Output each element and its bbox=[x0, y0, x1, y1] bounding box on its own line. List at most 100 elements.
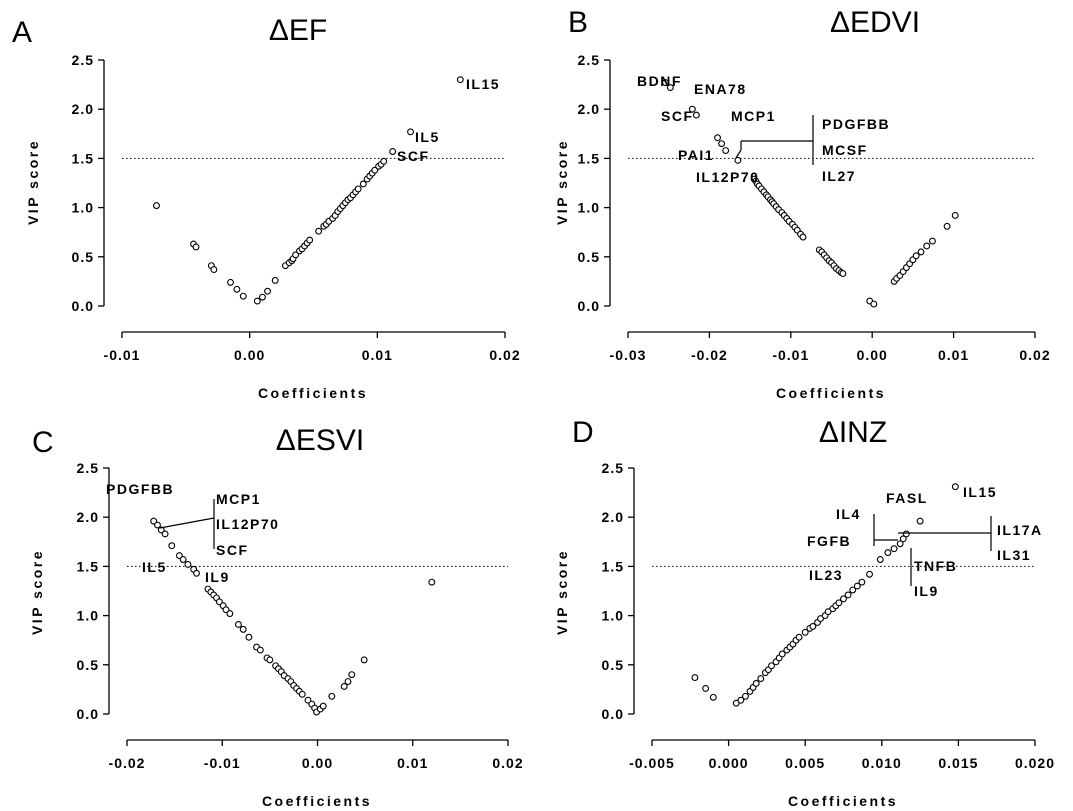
point-label: PDGFBB bbox=[106, 481, 174, 497]
data-point bbox=[360, 656, 368, 664]
panel-letter: D bbox=[572, 416, 594, 449]
data-point bbox=[853, 582, 861, 590]
point-label: ENA78 bbox=[694, 81, 747, 97]
y-tick-label: 1.0 bbox=[602, 608, 624, 624]
y-tick-label: 1.5 bbox=[72, 150, 94, 166]
data-point bbox=[348, 671, 356, 679]
y-tick-label: 1.0 bbox=[578, 200, 600, 216]
y-tick-label: 0.5 bbox=[602, 657, 624, 673]
data-point bbox=[916, 517, 924, 525]
data-point bbox=[354, 185, 362, 193]
data-point bbox=[239, 625, 247, 633]
data-point bbox=[951, 483, 959, 491]
data-point bbox=[168, 542, 176, 550]
x-tick-label: -0.02 bbox=[691, 347, 728, 363]
data-point bbox=[380, 157, 388, 165]
data-point bbox=[210, 266, 218, 274]
y-tick-label: 1.5 bbox=[578, 150, 600, 166]
point-label: SCF bbox=[397, 148, 430, 164]
panel-letter: A bbox=[12, 16, 32, 49]
data-point bbox=[253, 297, 261, 305]
x-tick-label: -0.01 bbox=[772, 347, 809, 363]
data-point bbox=[928, 237, 936, 245]
x-tick-label: 0.005 bbox=[785, 755, 825, 771]
y-tick-label: 2.5 bbox=[578, 52, 600, 68]
data-point bbox=[768, 662, 775, 670]
y-tick-label: 1.0 bbox=[72, 200, 94, 216]
x-tick-label: 0.00 bbox=[234, 347, 265, 363]
data-point bbox=[722, 147, 730, 154]
y-tick-label: 0.0 bbox=[578, 298, 600, 314]
data-point bbox=[306, 236, 314, 244]
data-point bbox=[264, 287, 271, 295]
data-point bbox=[866, 570, 873, 578]
data-point bbox=[917, 248, 925, 256]
x-tick-label: -0.005 bbox=[629, 755, 675, 771]
data-point bbox=[298, 690, 306, 698]
point-label: FASL bbox=[886, 490, 928, 506]
data-point bbox=[179, 556, 187, 563]
x-tick-label: 0.02 bbox=[1019, 347, 1050, 363]
data-point bbox=[666, 84, 674, 92]
data-point bbox=[271, 276, 279, 284]
x-tick-label: 0.00 bbox=[302, 755, 333, 771]
data-point bbox=[256, 646, 264, 654]
data-point bbox=[840, 595, 847, 603]
data-point bbox=[718, 140, 726, 148]
data-point bbox=[239, 292, 247, 300]
panel-letter: C bbox=[32, 426, 54, 459]
data-point bbox=[709, 693, 717, 701]
data-point bbox=[407, 128, 414, 136]
point-label: PAI1 bbox=[678, 147, 714, 163]
data-point bbox=[884, 549, 892, 557]
x-axis-title: Coefficients bbox=[262, 793, 372, 809]
data-point bbox=[714, 134, 721, 142]
point-label: IL27 bbox=[822, 168, 856, 184]
data-point bbox=[795, 633, 803, 641]
panel-C: C ΔESVI 0.0 0.5 1.0 1.5 2.0 2.5 -0.02 -0.01 0.00 0.… bbox=[29, 424, 523, 809]
data-point bbox=[943, 222, 951, 230]
y-tick-label: 1.5 bbox=[77, 558, 99, 574]
point-label: IL12P70 bbox=[216, 516, 279, 532]
data-point bbox=[153, 202, 160, 210]
panel-letter: B bbox=[568, 6, 588, 39]
panel-title: ΔEF bbox=[269, 14, 327, 47]
leader-line bbox=[735, 149, 742, 159]
data-point bbox=[359, 180, 367, 188]
panel-A: A ΔEF 0.0 0.5 1.0 1.5 2.0 2.5 -0.01 0.00 0.01 0.02 C… bbox=[12, 14, 520, 401]
data-point bbox=[801, 628, 809, 636]
point-label: IL23 bbox=[809, 567, 843, 583]
data-point bbox=[757, 675, 765, 683]
x-tick-label: -0.01 bbox=[104, 347, 141, 363]
data-point bbox=[315, 227, 323, 235]
point-label: PDGFBB bbox=[822, 116, 890, 132]
point-label: IL15 bbox=[466, 76, 500, 92]
x-axis-title: Coefficients bbox=[788, 793, 898, 809]
point-label: IL15 bbox=[963, 484, 997, 500]
point-label: SCF bbox=[216, 542, 249, 558]
x-tick-label: -0.02 bbox=[109, 755, 146, 771]
point-label: IL17A bbox=[997, 522, 1043, 538]
data-point bbox=[661, 79, 669, 87]
data-point bbox=[835, 599, 843, 607]
data-point bbox=[778, 650, 786, 658]
data-point bbox=[691, 674, 699, 682]
point-label: MCP1 bbox=[216, 491, 261, 507]
y-tick-label: 0.0 bbox=[77, 706, 99, 722]
point-label: IL4 bbox=[836, 506, 861, 522]
y-tick-label: 0.0 bbox=[72, 298, 94, 314]
data-point bbox=[154, 521, 161, 529]
panel-title: ΔEDVI bbox=[830, 6, 920, 39]
data-point bbox=[428, 578, 436, 586]
data-point bbox=[899, 535, 907, 543]
data-point bbox=[876, 556, 884, 563]
y-tick-label: 0.5 bbox=[578, 249, 600, 265]
panel-B: B ΔEDVI 0.0 0.5 1.0 1.5 2.0 2.5 -0.03 -0.02 -0.01 0… bbox=[554, 6, 1050, 401]
y-tick-label: 1.5 bbox=[602, 558, 624, 574]
data-point bbox=[234, 621, 242, 628]
y-tick-label: 0.0 bbox=[602, 706, 624, 722]
data-point bbox=[902, 530, 910, 538]
data-point bbox=[192, 243, 200, 251]
data-point bbox=[742, 692, 749, 700]
